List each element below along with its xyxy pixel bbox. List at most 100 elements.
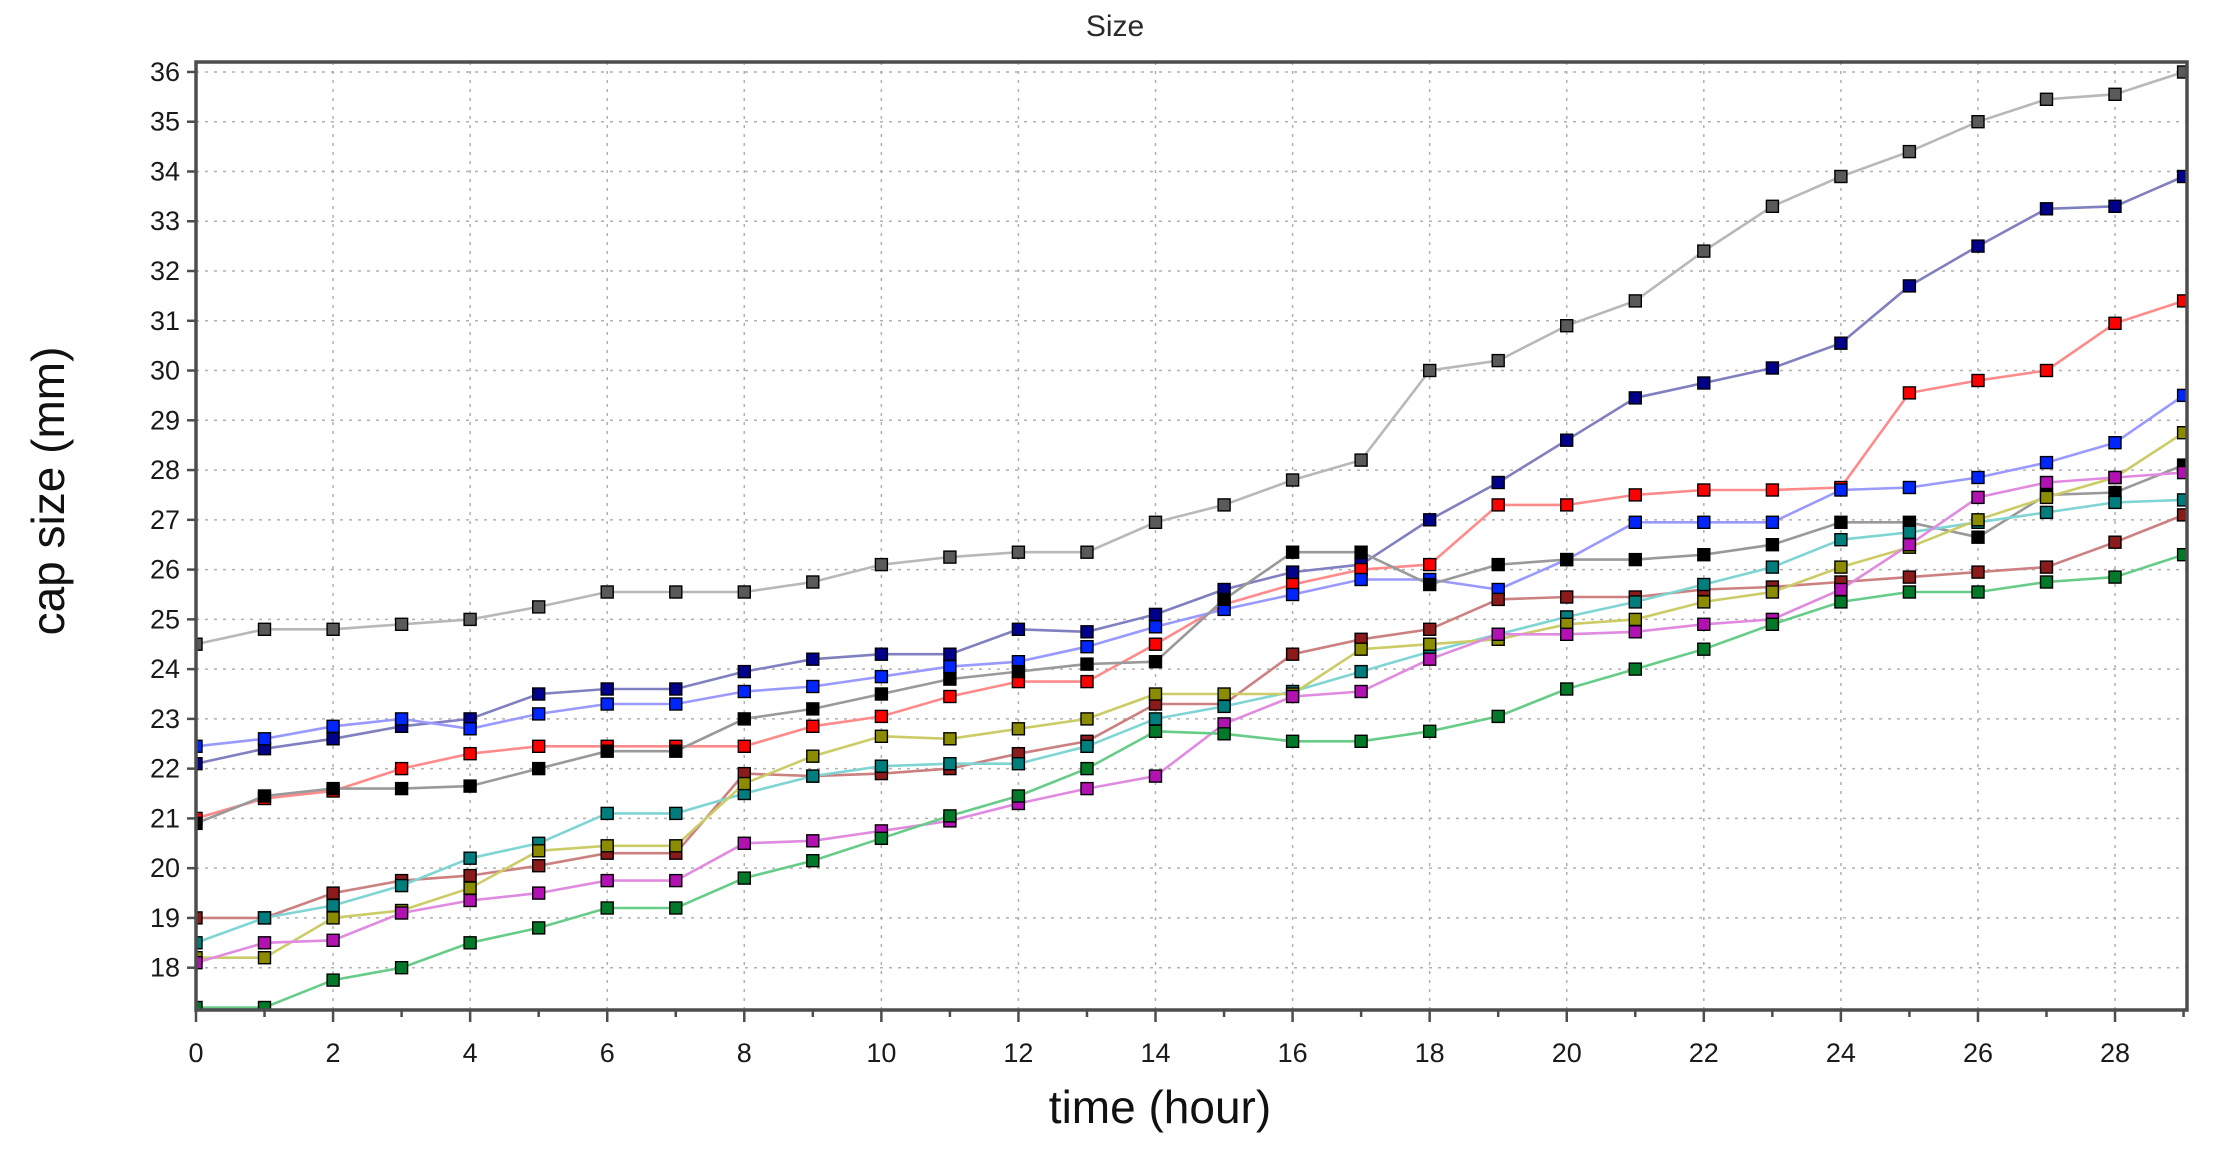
data-point-red: [1080, 674, 1094, 689]
data-point-magenta: [196, 956, 203, 970]
series-red: [196, 294, 2187, 826]
data-point-navy: [2039, 202, 2054, 216]
series-green: [196, 548, 2187, 1010]
data-point-magenta: [1559, 627, 1574, 641]
data-point-magenta: [1697, 617, 1711, 631]
data-point-teal: [2039, 505, 2054, 520]
x-tick-label: 24: [1826, 1038, 1856, 1068]
data-point-magenta: [669, 873, 683, 888]
data-point-black: [257, 789, 272, 803]
data-point-green: [257, 1000, 272, 1010]
data-point-olive: [874, 729, 889, 743]
data-point-green: [1834, 595, 1848, 609]
data-point-black: [1148, 655, 1163, 669]
series-line-black: [196, 463, 2185, 825]
data-point-red: [1765, 483, 1780, 497]
data-point-olive: [1971, 513, 1985, 527]
data-point-olive: [1628, 612, 1643, 627]
data-point-red: [943, 689, 957, 704]
data-point-olive: [943, 732, 957, 746]
data-point-gray: [1559, 319, 1574, 333]
data-point-green: [1491, 709, 1505, 724]
data-point-navy: [1765, 361, 1780, 375]
data-point-red: [2039, 363, 2054, 378]
data-point-olive: [1011, 722, 1026, 736]
data-point-black: [1491, 557, 1505, 572]
series-black: [196, 458, 2187, 831]
data-point-navy: [1285, 565, 1300, 579]
data-point-black: [1628, 552, 1643, 567]
y-tick-label: 33: [150, 206, 180, 236]
data-point-blue: [196, 739, 203, 753]
data-point-olive: [806, 749, 820, 763]
data-point-teal: [326, 898, 340, 913]
series-line-olive: [196, 431, 2185, 960]
x-tick-label: 28: [2100, 1038, 2130, 1068]
data-point-magenta: [532, 886, 546, 900]
data-point-olive: [669, 839, 683, 853]
y-tick-label: 36: [150, 57, 180, 87]
series-blue: [196, 388, 2187, 753]
data-point-green: [463, 936, 477, 950]
x-tick-label: 6: [600, 1038, 615, 1068]
y-tick-label: 24: [150, 654, 180, 684]
data-point-blue: [737, 684, 751, 699]
data-point-red: [463, 747, 477, 761]
series-line-green: [196, 553, 2185, 1009]
data-point-navy: [874, 647, 889, 661]
data-point-navy: [1697, 376, 1711, 390]
data-point-navy: [326, 732, 340, 746]
data-point-green: [806, 854, 820, 868]
data-point-blue: [1354, 572, 1368, 587]
data-point-teal: [1080, 739, 1094, 753]
data-point-gray: [1422, 363, 1437, 378]
data-point-black: [1285, 545, 1300, 559]
y-tick-label: 31: [150, 306, 180, 336]
data-point-olive: [600, 839, 614, 853]
data-point-blue: [1148, 620, 1163, 634]
data-point-navy: [669, 682, 683, 696]
data-point-blue: [1902, 480, 1917, 495]
plot-border: [194, 60, 2189, 1012]
data-point-green: [1559, 682, 1574, 696]
data-point-red: [1491, 498, 1505, 512]
data-point-olive: [532, 844, 546, 858]
data-point-teal: [2176, 493, 2187, 507]
data-point-gray: [1834, 169, 1848, 184]
y-axis-label: cap size (mm): [22, 346, 74, 636]
x-tick-label: 18: [1415, 1038, 1445, 1068]
data-point-blue: [1697, 515, 1711, 529]
data-point-teal: [1765, 560, 1780, 574]
data-point-black: [1422, 577, 1437, 592]
data-point-black: [1559, 552, 1574, 567]
data-point-blue: [2108, 436, 2122, 450]
data-point-gray: [1628, 294, 1643, 308]
data-point-olive: [257, 951, 272, 965]
data-point-blue: [326, 719, 340, 733]
data-point-firebrick: [1285, 647, 1300, 661]
x-axis-label: time (hour): [1048, 1081, 1272, 1133]
x-tick-label: 2: [326, 1038, 341, 1068]
y-tick-label: 25: [150, 604, 180, 634]
data-point-red: [2176, 294, 2187, 308]
x-tick-label: 16: [1278, 1038, 1308, 1068]
data-point-magenta: [1285, 689, 1300, 704]
data-point-magenta: [394, 906, 409, 920]
data-point-teal: [1354, 664, 1368, 679]
data-point-green: [1354, 734, 1368, 748]
data-point-olive: [737, 776, 751, 791]
data-point-black: [1080, 657, 1094, 671]
tick-labels: 0 2 4 6 8 10 12 14 16 18 20 22 24 26 28181920212223242…: [150, 57, 2130, 1068]
series-line-navy: [196, 175, 2185, 765]
data-point-gray: [806, 575, 820, 589]
data-point-teal: [806, 769, 820, 783]
data-point-magenta: [326, 933, 340, 947]
data-point-magenta: [463, 893, 477, 908]
data-point-black: [532, 761, 546, 776]
data-point-blue: [1628, 515, 1643, 529]
data-point-black: [1011, 664, 1026, 679]
data-point-teal: [1902, 525, 1917, 539]
data-point-green: [1628, 662, 1643, 676]
series-line-red: [196, 299, 2185, 820]
data-point-navy: [1491, 475, 1505, 490]
